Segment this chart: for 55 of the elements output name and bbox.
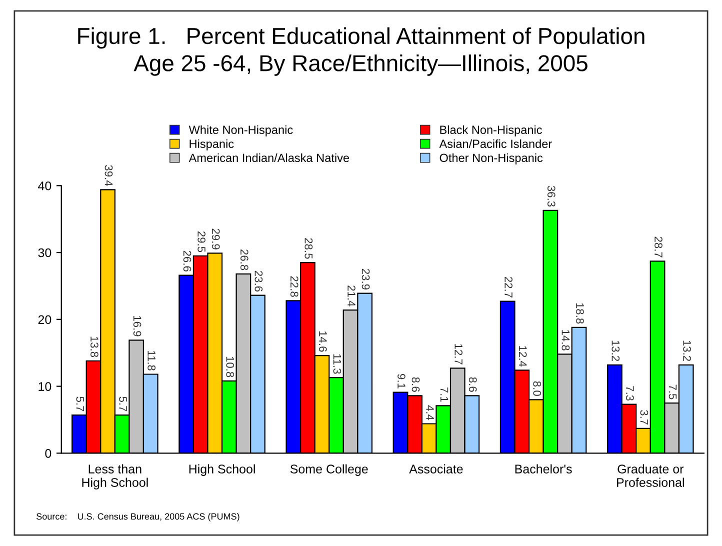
y-tick-label: 20 <box>38 315 52 324</box>
data-label: 36.3 <box>547 186 556 207</box>
legend-label: Asian/Pacific Islander <box>439 139 552 148</box>
chart-title: Figure 1. Percent Educational Attainment of Population Age 25 -64, By Race/Ethnicity—Illinois, 2005 <box>78 27 644 76</box>
data-label: 22.7 <box>504 276 512 298</box>
y-tick-label: 40 <box>38 181 52 190</box>
data-label: 8.6 <box>412 377 420 392</box>
data-label: 26.8 <box>240 250 248 270</box>
data-label: 5.7 <box>76 396 84 412</box>
data-label: 23.6 <box>254 270 263 292</box>
legend-label: Other Non-Hispanic <box>440 153 543 164</box>
data-label: 29.5 <box>198 231 206 252</box>
x-tick-label: Some College <box>290 464 368 476</box>
data-label: 22.8 <box>290 276 298 297</box>
x-tick-label: Graduate or Professional <box>617 464 684 487</box>
data-label: 9.1 <box>398 374 406 388</box>
data-label: 13.2 <box>683 340 691 361</box>
data-label: 26.6 <box>183 250 192 272</box>
x-tick-label: High School <box>189 464 255 476</box>
data-label: 14.8 <box>562 330 570 350</box>
data-label: 7.1 <box>440 387 448 402</box>
data-label: 4.4 <box>426 405 434 420</box>
legend-label: White Non-Hispanic <box>188 125 293 136</box>
legend-label: Black Non-Hispanic <box>440 125 542 136</box>
source-note: Source: U.S. Census Bureau, 2005 ACS (PUMS) <box>36 513 240 522</box>
data-label: 13.8 <box>90 336 98 358</box>
y-tick-label: 30 <box>38 248 52 258</box>
data-label: 39.4 <box>104 165 113 186</box>
data-label: 8.0 <box>533 381 542 396</box>
data-label: 28.7 <box>654 236 662 258</box>
y-tick-label: 10 <box>38 382 52 391</box>
data-label: 12.4 <box>519 346 527 367</box>
data-label: 14.6 <box>318 331 327 352</box>
x-tick-label: Associate <box>409 464 463 474</box>
data-label: 28.5 <box>304 238 313 259</box>
legend-label: American Indian/Alaska Native <box>188 153 350 162</box>
data-label: 13.2 <box>612 340 620 361</box>
data-label: 8.6 <box>468 377 477 392</box>
data-label: 29.9 <box>212 228 220 250</box>
x-tick-label: Bachelor's <box>515 464 572 474</box>
y-tick-label: 0 <box>45 448 52 458</box>
data-label: 3.7 <box>640 410 648 425</box>
x-tick-label: Less than High School <box>82 464 148 490</box>
data-label: 7.3 <box>626 386 634 401</box>
data-label: 5.7 <box>119 396 127 412</box>
data-label: 12.7 <box>454 344 463 364</box>
data-label: 16.9 <box>133 316 142 336</box>
data-label: 21.4 <box>348 286 356 306</box>
data-label: 7.5 <box>668 384 677 400</box>
data-label: 11.8 <box>148 350 156 370</box>
data-label: 18.8 <box>576 303 584 324</box>
data-label: 23.9 <box>362 268 370 290</box>
data-label: 11.3 <box>333 354 342 374</box>
legend-label: Hispanic <box>190 139 234 150</box>
data-label: 10.8 <box>226 356 234 378</box>
